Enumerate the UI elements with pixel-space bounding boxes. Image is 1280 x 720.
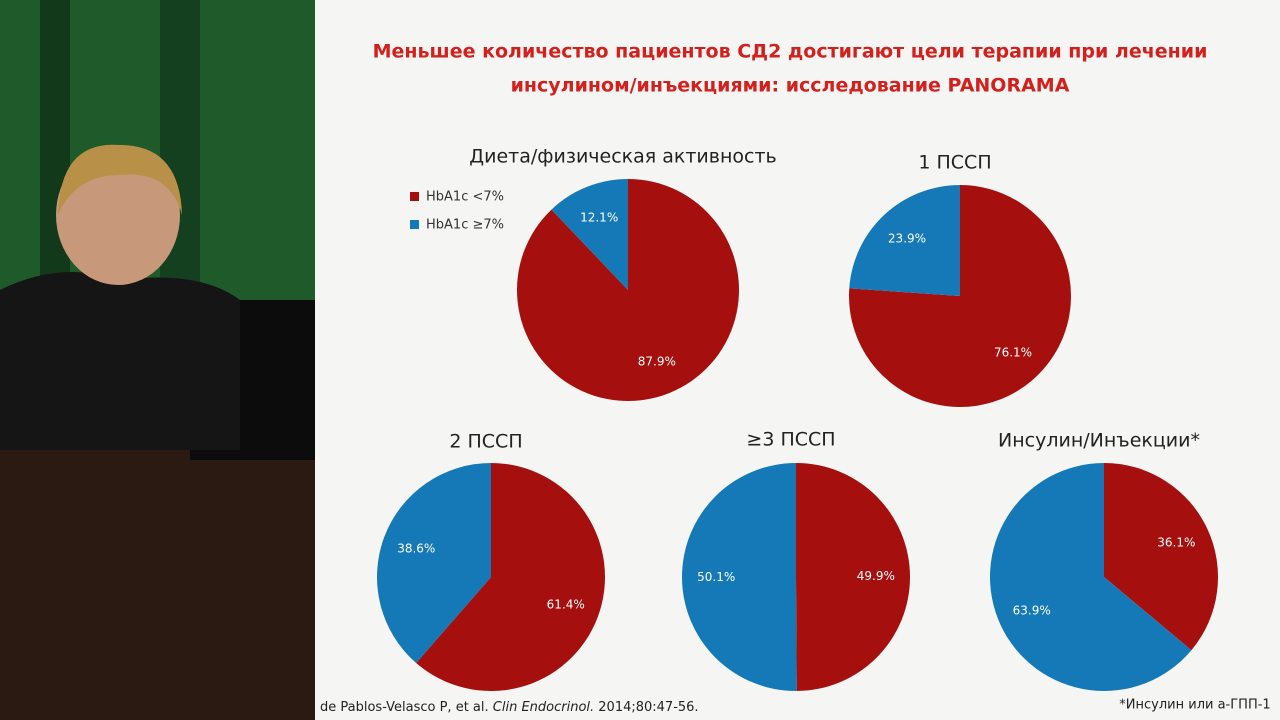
pie-slice: [551, 179, 628, 290]
pie-slice: [681, 462, 797, 691]
footnote: *Инсулин или а-ГПП-1: [1119, 698, 1270, 713]
pie-title: ≥3 ПССП: [746, 429, 835, 451]
pie-slice: [416, 463, 605, 691]
slice-label: 63.9%: [1013, 603, 1051, 617]
slice-label: 49.9%: [857, 569, 895, 583]
slice-label: 76.1%: [994, 345, 1032, 359]
pie-slice: [1104, 463, 1218, 651]
legend-swatch: [410, 220, 419, 229]
pie-slice: [849, 185, 960, 296]
pie-slice: [517, 179, 740, 402]
citation-part: Clin Endocrinol.: [493, 700, 594, 715]
pie-title: Диета/физическая активность: [469, 146, 776, 168]
pie-title: Инсулин/Инъекции*: [998, 430, 1200, 452]
pie-slice: [377, 463, 491, 663]
pie-slice: [796, 463, 910, 691]
legend-label: HbA1c ≥7%: [426, 218, 504, 233]
slice-label: 50.1%: [697, 570, 735, 584]
speaker-body: [0, 272, 240, 450]
slice-label: 61.4%: [547, 597, 585, 611]
slice-label: 38.6%: [397, 542, 435, 556]
pie-title: 1 ПССП: [918, 152, 991, 174]
slice-label: 12.1%: [580, 210, 618, 224]
citation-part: 2014;80:47-56.: [594, 700, 698, 715]
citation: de Pablos-Velasco P, et al. Clin Endocri…: [320, 700, 699, 715]
slide-title: Меньшее количество пациентов СД2 достига…: [373, 41, 1208, 63]
slice-label: 23.9%: [888, 232, 926, 246]
slice-label: 36.1%: [1157, 536, 1195, 550]
legend-swatch: [410, 192, 419, 201]
legend-label: HbA1c <7%: [426, 190, 504, 205]
curtain-fold: [40, 0, 70, 300]
slide-title: инсулином/инъекциями: исследование PANOR…: [511, 75, 1070, 97]
slice-label: 87.9%: [638, 355, 676, 369]
pie-slice: [990, 463, 1192, 691]
podium: [0, 450, 315, 720]
speaker-hair: [58, 144, 182, 215]
pie-title: 2 ПССП: [449, 431, 522, 453]
pie-slice: [849, 185, 1072, 408]
citation-part: de Pablos-Velasco P, et al.: [320, 700, 493, 715]
